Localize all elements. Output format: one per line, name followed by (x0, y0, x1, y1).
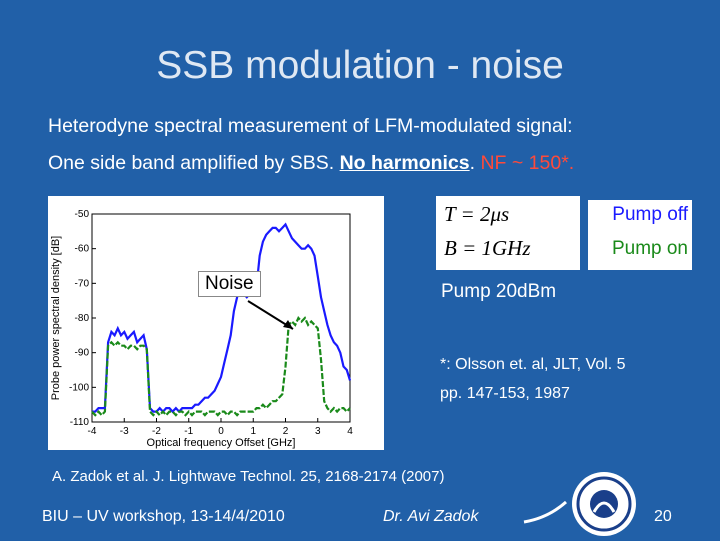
series-line-pump-off (92, 222, 352, 414)
equation-box: T = 2μs B = 1GHz (436, 196, 580, 270)
olsson-line-1: *: Olsson et. al, JLT, Vol. 5 (440, 356, 626, 373)
equation-b: B = 1GHz (444, 236, 531, 260)
plot-frame (91, 213, 351, 423)
text-line-2c: . (469, 152, 481, 174)
x-axis-label: Optical frequency Offset [GHz] (147, 437, 296, 449)
x-tick-label: -2 (152, 426, 161, 437)
footer-author: Dr. Avi Zadok (383, 508, 479, 525)
spectrum-chart-svg: -4 -3 -2 -1 0 1 2 3 4 -50 -60 -70 -80 -90 -100 -110 Opti… (50, 209, 353, 449)
series-line-pump-on (91, 316, 351, 417)
citation: A. Zadok et al. J. Lightwave Technol. 25… (52, 468, 445, 485)
y-tick-label: -110 (70, 417, 90, 428)
y-tick-label: -50 (75, 209, 90, 220)
text-line-2a: One side band amplified by SBS. (48, 152, 340, 174)
legend-pump-on: Pump on (611, 238, 688, 259)
olsson-line-2: pp. 147-153, 1987 (440, 385, 570, 402)
no-harmonics-text: No harmonics (339, 152, 470, 174)
footer-event: BIU – UV workshop, 13-14/4/2010 (42, 508, 285, 525)
y-tick-label: -70 (75, 278, 90, 289)
noise-label: Noise (198, 271, 261, 297)
x-tick-label: -3 (120, 426, 129, 437)
olsson-reference: *: Olsson et. al, JLT, Vol. 5 pp. 147-15… (440, 350, 626, 408)
page-number: 20 (654, 508, 672, 525)
pump-power-label: Pump 20dBm (441, 281, 557, 302)
swoosh-icon (523, 500, 567, 524)
equation-t: T = 2μs (444, 202, 510, 226)
x-tick-label: 3 (315, 426, 321, 437)
legend: Pump off Pump on (588, 200, 692, 270)
y-tick-label: -100 (69, 382, 89, 393)
spectrum-plot: -4 -3 -2 -1 0 1 2 3 4 -50 -60 -70 -80 -90 -100 -110 Opti… (48, 196, 384, 450)
nf-text: NF ~ 150*. (480, 152, 575, 174)
y-axis-label: Probe power spectral density [dB] (50, 236, 62, 400)
x-tick-label: 2 (283, 426, 289, 437)
slide-title: SSB modulation - noise (156, 44, 564, 87)
x-tick-label: -4 (88, 426, 97, 437)
x-tick-label: 1 (250, 426, 256, 437)
text-line-1: Heterodyne spectral measurement of LFM-m… (48, 115, 573, 137)
x-tick-label: 4 (347, 426, 353, 437)
legend-pump-off: Pump off (612, 204, 688, 225)
y-tick-label: -80 (75, 313, 90, 324)
text-line-2: One side band amplified by SBS. No harmo… (48, 152, 574, 175)
university-logo-icon (572, 472, 636, 536)
noise-arrowhead-icon (283, 320, 293, 329)
y-tick-label: -90 (75, 348, 90, 359)
x-tick-label: -1 (184, 426, 193, 437)
x-tick-label: 0 (218, 426, 224, 437)
y-tick-label: -60 (75, 244, 90, 255)
